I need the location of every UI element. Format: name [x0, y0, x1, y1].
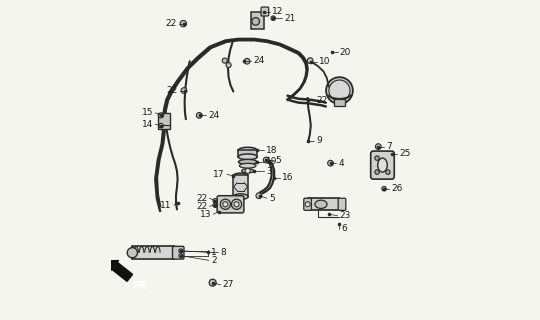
Circle shape — [382, 187, 386, 191]
Bar — [233, 175, 248, 197]
Circle shape — [326, 77, 353, 104]
Circle shape — [159, 123, 163, 128]
Text: 22: 22 — [167, 86, 178, 95]
Bar — [132, 246, 174, 260]
Text: 1: 1 — [211, 248, 217, 257]
Circle shape — [329, 80, 350, 101]
Text: 23: 23 — [340, 211, 351, 220]
Circle shape — [223, 202, 228, 207]
Circle shape — [226, 62, 231, 68]
Circle shape — [179, 254, 183, 258]
Text: 22: 22 — [316, 96, 327, 105]
Text: 18: 18 — [266, 146, 278, 155]
FancyBboxPatch shape — [370, 151, 394, 179]
Ellipse shape — [233, 194, 248, 199]
Text: 22: 22 — [196, 202, 207, 211]
Text: 27: 27 — [223, 280, 234, 289]
Text: 13: 13 — [200, 210, 211, 219]
Circle shape — [158, 113, 164, 118]
Circle shape — [222, 58, 227, 63]
Text: 2: 2 — [211, 256, 217, 265]
FancyBboxPatch shape — [304, 198, 312, 210]
Bar — [238, 150, 257, 157]
Circle shape — [180, 20, 186, 27]
Text: 20: 20 — [340, 48, 351, 57]
FancyBboxPatch shape — [172, 246, 184, 259]
Text: FR.: FR. — [133, 281, 151, 291]
Circle shape — [375, 144, 381, 149]
Circle shape — [271, 16, 275, 20]
Circle shape — [244, 58, 250, 64]
Ellipse shape — [238, 147, 257, 154]
Text: 3: 3 — [266, 167, 272, 176]
Text: 15: 15 — [141, 108, 153, 117]
Circle shape — [252, 18, 260, 25]
Ellipse shape — [238, 154, 257, 160]
Circle shape — [127, 248, 138, 258]
Circle shape — [328, 160, 333, 166]
Text: 19: 19 — [266, 157, 278, 166]
Text: 11: 11 — [160, 201, 172, 210]
Text: 24: 24 — [208, 111, 219, 120]
Text: 17: 17 — [213, 170, 225, 179]
Text: 6: 6 — [342, 224, 347, 233]
Text: 22: 22 — [165, 19, 177, 28]
Ellipse shape — [315, 200, 327, 208]
Circle shape — [213, 198, 218, 203]
Text: 16: 16 — [282, 173, 293, 182]
Text: 21: 21 — [285, 14, 296, 23]
Circle shape — [264, 157, 269, 163]
Text: 9: 9 — [316, 136, 322, 145]
Text: 10: 10 — [319, 57, 331, 66]
Circle shape — [197, 113, 202, 118]
Circle shape — [234, 202, 239, 207]
Text: 4: 4 — [339, 159, 344, 168]
Ellipse shape — [239, 163, 256, 168]
Circle shape — [213, 203, 218, 207]
Bar — [308, 198, 340, 210]
Ellipse shape — [241, 169, 254, 173]
Circle shape — [245, 168, 250, 173]
Text: 24: 24 — [253, 56, 265, 65]
Text: 22: 22 — [196, 194, 207, 203]
Circle shape — [209, 279, 216, 286]
Text: 12: 12 — [272, 7, 284, 16]
FancyBboxPatch shape — [338, 198, 346, 210]
Bar — [334, 100, 345, 106]
Circle shape — [256, 193, 262, 198]
Text: 14: 14 — [141, 120, 153, 129]
Circle shape — [179, 249, 183, 253]
Text: 5: 5 — [269, 194, 275, 203]
Text: 8: 8 — [221, 248, 226, 257]
Circle shape — [386, 170, 390, 174]
Ellipse shape — [233, 173, 248, 179]
Circle shape — [375, 170, 379, 174]
FancyArrow shape — [109, 260, 133, 281]
Circle shape — [181, 88, 187, 93]
Ellipse shape — [239, 159, 257, 164]
Text: 7: 7 — [386, 142, 392, 151]
Bar — [158, 114, 170, 129]
Ellipse shape — [377, 158, 387, 172]
Text: 25: 25 — [400, 149, 411, 158]
FancyBboxPatch shape — [217, 196, 244, 213]
Text: 26: 26 — [392, 184, 403, 193]
Circle shape — [232, 199, 241, 209]
Bar — [251, 12, 264, 29]
Circle shape — [375, 156, 379, 160]
FancyBboxPatch shape — [261, 7, 269, 16]
Text: 5: 5 — [275, 156, 281, 164]
Circle shape — [220, 199, 231, 209]
Circle shape — [307, 58, 313, 63]
Circle shape — [305, 202, 310, 207]
